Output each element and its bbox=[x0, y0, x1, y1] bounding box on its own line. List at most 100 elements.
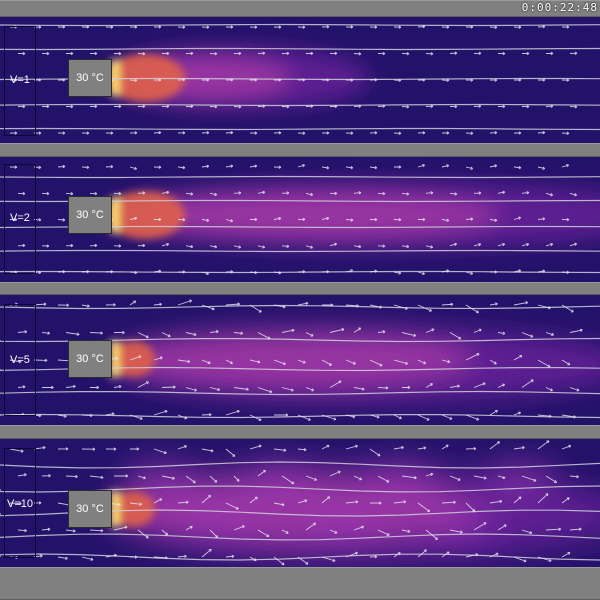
velocity-arrow-icon bbox=[441, 444, 449, 450]
velocity-arrow-icon bbox=[225, 554, 235, 559]
velocity-arrow-icon bbox=[89, 475, 104, 480]
velocity-arrow-icon bbox=[489, 78, 498, 82]
velocity-arrow-icon bbox=[65, 192, 74, 196]
velocity-arrow-icon bbox=[105, 270, 114, 274]
velocity-arrow-icon bbox=[137, 475, 146, 480]
velocity-arrow-icon bbox=[257, 332, 271, 340]
velocity-arrow-icon bbox=[281, 328, 295, 333]
wall-top bbox=[0, 0, 600, 17]
velocity-arrow-icon bbox=[17, 330, 28, 334]
velocity-arrow-icon bbox=[17, 385, 26, 389]
velocity-arrow-icon bbox=[561, 414, 576, 419]
velocity-arrow-icon bbox=[473, 242, 482, 247]
velocity-arrow-icon bbox=[465, 217, 474, 221]
velocity-arrow-icon bbox=[41, 527, 51, 531]
velocity-arrow-icon bbox=[425, 104, 434, 108]
velocity-arrow-icon bbox=[17, 104, 26, 109]
velocity-arrow-icon bbox=[513, 556, 527, 563]
velocity-arrow-icon bbox=[249, 556, 257, 562]
velocity-arrow-icon bbox=[201, 494, 212, 504]
heater-hot-edge bbox=[110, 491, 120, 527]
velocity-arrow-icon bbox=[17, 528, 27, 533]
heater-temperature-2: 30 °C bbox=[76, 209, 104, 221]
velocity-arrow-icon bbox=[513, 411, 522, 416]
velocity-arrow-icon bbox=[177, 445, 187, 450]
velocity-arrow-icon bbox=[329, 380, 342, 388]
velocity-arrow-icon bbox=[369, 269, 378, 273]
velocity-arrow-icon bbox=[273, 502, 285, 507]
velocity-arrow-icon bbox=[273, 271, 282, 275]
velocity-arrow-icon bbox=[249, 496, 258, 504]
streamline bbox=[0, 249, 600, 253]
flow-field-3 bbox=[0, 295, 600, 425]
velocity-arrow-icon bbox=[9, 78, 18, 82]
velocity-arrow-icon bbox=[393, 131, 402, 135]
velocity-arrow-icon bbox=[281, 51, 290, 55]
velocity-arrow-icon bbox=[345, 218, 354, 222]
velocity-arrow-icon bbox=[57, 218, 66, 222]
velocity-arrow-icon bbox=[305, 387, 315, 392]
velocity-arrow-icon bbox=[105, 165, 114, 169]
velocity-arrow-icon bbox=[257, 529, 270, 537]
velocity-arrow-icon bbox=[305, 522, 317, 531]
velocity-arrow-icon bbox=[393, 304, 408, 310]
velocity-arrow-icon bbox=[297, 359, 306, 364]
velocity-arrow-icon bbox=[249, 217, 258, 222]
channel-panel-1: V=1 30 °C bbox=[0, 17, 600, 143]
velocity-arrow-icon bbox=[377, 386, 389, 390]
velocity-arrow-icon bbox=[297, 499, 308, 504]
velocity-arrow-icon bbox=[321, 496, 331, 504]
velocity-arrow-icon bbox=[545, 527, 562, 531]
velocity-arrow-icon bbox=[297, 164, 306, 168]
velocity-arrow-icon bbox=[353, 244, 362, 249]
velocity-arrow-icon bbox=[154, 217, 162, 222]
velocity-arrow-icon bbox=[90, 51, 98, 56]
velocity-arrow-icon bbox=[425, 52, 434, 56]
velocity-arrow-icon bbox=[537, 414, 552, 418]
velocity-arrow-icon bbox=[153, 302, 162, 307]
turbulent-eddy bbox=[242, 459, 318, 499]
velocity-arrow-icon bbox=[89, 331, 103, 335]
velocity-arrow-icon bbox=[329, 242, 338, 247]
streamline bbox=[0, 225, 600, 229]
velocity-arrow-icon bbox=[161, 529, 169, 536]
velocity-arrow-icon bbox=[393, 78, 402, 82]
velocity-arrow-icon bbox=[9, 131, 18, 135]
velocity-arrow-icon bbox=[545, 475, 557, 483]
velocity-arrow-icon bbox=[201, 548, 212, 558]
velocity-arrow-icon bbox=[497, 475, 506, 480]
velocity-arrow-icon bbox=[113, 384, 122, 389]
velocity-arrow-icon bbox=[377, 529, 390, 536]
velocity-arrow-icon bbox=[89, 104, 98, 109]
streamline bbox=[0, 337, 600, 343]
velocity-arrow-icon bbox=[225, 359, 233, 365]
velocity-arrow-icon bbox=[81, 556, 94, 561]
velocity-arrow-icon bbox=[513, 165, 522, 170]
velocity-arrow-icon bbox=[154, 78, 162, 82]
velocity-arrow-icon bbox=[369, 217, 378, 222]
velocity-arrow-icon bbox=[153, 448, 167, 455]
velocity-arrow-icon bbox=[185, 104, 194, 109]
velocity-arrow-icon bbox=[401, 385, 411, 390]
velocity-arrow-icon bbox=[177, 299, 193, 306]
velocity-arrow-icon bbox=[353, 191, 362, 195]
velocity-arrow-icon bbox=[209, 105, 218, 109]
velocity-arrow-icon bbox=[545, 332, 555, 336]
velocity-arrow-icon bbox=[569, 51, 578, 55]
heater-block-1: 30 °C bbox=[68, 59, 112, 97]
wall-divider-3 bbox=[0, 425, 600, 439]
velocity-arrow-icon bbox=[441, 78, 450, 82]
velocity-arrow-icon bbox=[129, 78, 138, 82]
streamline bbox=[0, 509, 600, 517]
velocity-arrow-icon bbox=[201, 304, 215, 311]
velocity-arrow-icon bbox=[297, 301, 309, 306]
velocity-arrow-icon bbox=[489, 499, 503, 504]
velocity-arrow-icon bbox=[345, 78, 354, 82]
velocity-arrow-icon bbox=[273, 556, 285, 566]
velocity-arrow-icon bbox=[377, 330, 386, 334]
velocity-arrow-icon bbox=[281, 475, 295, 485]
velocity-arrow-icon bbox=[305, 51, 314, 56]
velocity-arrow-icon bbox=[161, 190, 170, 195]
velocity-arrow-icon bbox=[369, 448, 381, 457]
velocity-arrow-icon bbox=[537, 25, 546, 29]
